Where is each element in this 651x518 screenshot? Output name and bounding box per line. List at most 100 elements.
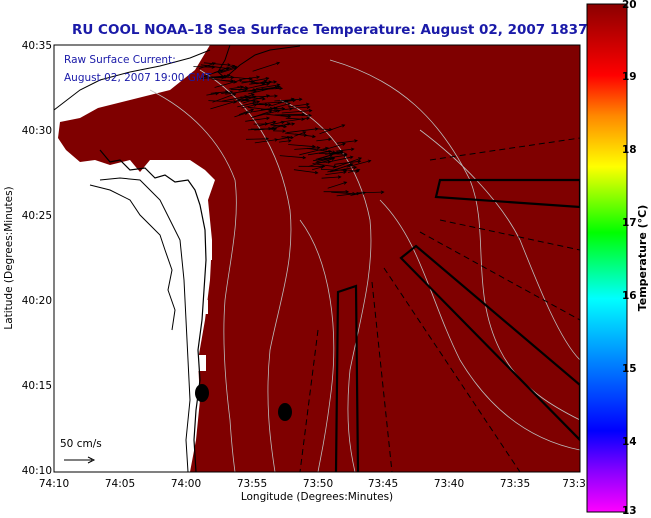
- current-vector: [306, 147, 336, 153]
- current-vector-head: [231, 64, 236, 68]
- current-vector-head: [287, 114, 292, 119]
- current-vector: [213, 74, 231, 78]
- current-vector: [278, 140, 291, 143]
- current-vector: [277, 136, 291, 140]
- current-vector: [288, 144, 316, 148]
- current-vector-head: [239, 78, 243, 83]
- current-vector: [245, 138, 269, 140]
- current-vector-head: [345, 190, 350, 194]
- current-vector: [250, 81, 277, 85]
- current-vector-head: [339, 150, 344, 154]
- current-vector-head: [325, 146, 329, 151]
- current-vector-head: [282, 129, 287, 133]
- current-vector-head: [274, 138, 279, 142]
- current-vector: [334, 160, 361, 165]
- current-vector-head: [350, 147, 355, 152]
- current-vector-head: [302, 131, 307, 135]
- scale-arrowhead: [87, 456, 96, 464]
- sst-field: [58, 45, 580, 472]
- current-vector: [249, 81, 265, 85]
- current-vector-head: [341, 124, 346, 128]
- land-fragment: [200, 300, 208, 314]
- current-vector-head: [349, 163, 354, 167]
- colorbar-tick: 20: [622, 0, 637, 11]
- current-vector-head: [349, 155, 354, 160]
- current-vector: [335, 148, 354, 152]
- x-axis-ticks: 74:10 74:05 74:00 73:55 73:50 73:45 73:4…: [39, 478, 586, 490]
- current-vector: [321, 176, 341, 179]
- colorbar-ticks: 20 19 18 17 16 15 14 13: [622, 0, 637, 517]
- current-vector-head: [276, 109, 281, 113]
- current-vector-head: [263, 79, 268, 84]
- current-vector: [229, 86, 244, 90]
- current-vector-head: [250, 108, 255, 112]
- current-vector: [241, 104, 257, 109]
- current-vector: [263, 113, 291, 118]
- current-vector: [312, 163, 337, 168]
- x-tick-label: 73:35: [500, 478, 530, 490]
- x-tick-label: 74:05: [105, 478, 135, 490]
- x-tick-label: 73:45: [368, 478, 398, 490]
- current-vector-head: [314, 170, 319, 175]
- current-vector: [329, 166, 357, 173]
- current-vector-head: [253, 103, 258, 107]
- current-vector-head: [244, 95, 249, 99]
- mooring-marker-2: [278, 403, 292, 421]
- x-tick-label: 73:40: [434, 478, 464, 490]
- current-vector: [280, 117, 310, 123]
- current-vector-head: [240, 85, 244, 89]
- current-vector-head: [298, 97, 303, 102]
- y-tick-label: 40:25: [22, 210, 52, 222]
- current-vector-head: [342, 142, 346, 146]
- land-fragment: [196, 355, 206, 371]
- current-vector-head: [256, 75, 261, 79]
- current-vector: [258, 101, 288, 104]
- current-vector: [270, 122, 291, 130]
- mooring-marker-1: [195, 384, 209, 402]
- current-vector-head: [261, 87, 266, 92]
- current-vector-head: [348, 163, 353, 167]
- y-tick-label: 40:30: [22, 125, 52, 137]
- river-outline: [89, 184, 176, 331]
- current-vector: [247, 106, 279, 112]
- surface-current-vectors: [193, 61, 385, 197]
- current-vector-head: [279, 86, 284, 91]
- current-vector-head: [312, 134, 316, 139]
- current-vector: [317, 128, 332, 130]
- current-vector-head: [328, 149, 332, 154]
- current-vector: [307, 150, 332, 156]
- current-vector-head: [256, 100, 261, 104]
- current-vector: [203, 62, 231, 66]
- x-tick-label: 74:00: [171, 478, 201, 490]
- current-vector-head: [380, 190, 385, 194]
- current-vector: [270, 121, 285, 126]
- current-vector-head: [301, 117, 306, 121]
- shoreline-inner: [99, 177, 191, 472]
- current-vector-head: [232, 93, 237, 97]
- current-vector: [246, 95, 278, 98]
- y-tick-label: 40:15: [22, 380, 52, 392]
- current-vector: [225, 89, 257, 95]
- current-vector: [299, 147, 329, 156]
- current-vector: [206, 92, 219, 96]
- current-vector: [193, 66, 215, 68]
- current-vector: [237, 101, 260, 108]
- current-vector: [327, 164, 352, 173]
- current-vector-head: [284, 100, 289, 104]
- current-vector: [241, 77, 269, 84]
- current-vector-head: [332, 150, 337, 154]
- current-vector: [318, 153, 347, 155]
- current-vector-head: [306, 105, 311, 109]
- current-vector: [294, 131, 306, 137]
- current-vector-head: [233, 100, 238, 104]
- current-vector-head: [273, 127, 278, 131]
- y-tick-label: 40:20: [22, 295, 52, 307]
- coastline-north-inner: [217, 45, 301, 79]
- current-vector-head: [308, 113, 312, 118]
- current-vector-head: [211, 62, 216, 66]
- current-vector-head: [287, 136, 291, 140]
- current-vector-head: [312, 144, 316, 149]
- current-label-line2: August 02, 2007 19:00 GMT: [64, 72, 212, 84]
- current-vector-head: [354, 139, 358, 143]
